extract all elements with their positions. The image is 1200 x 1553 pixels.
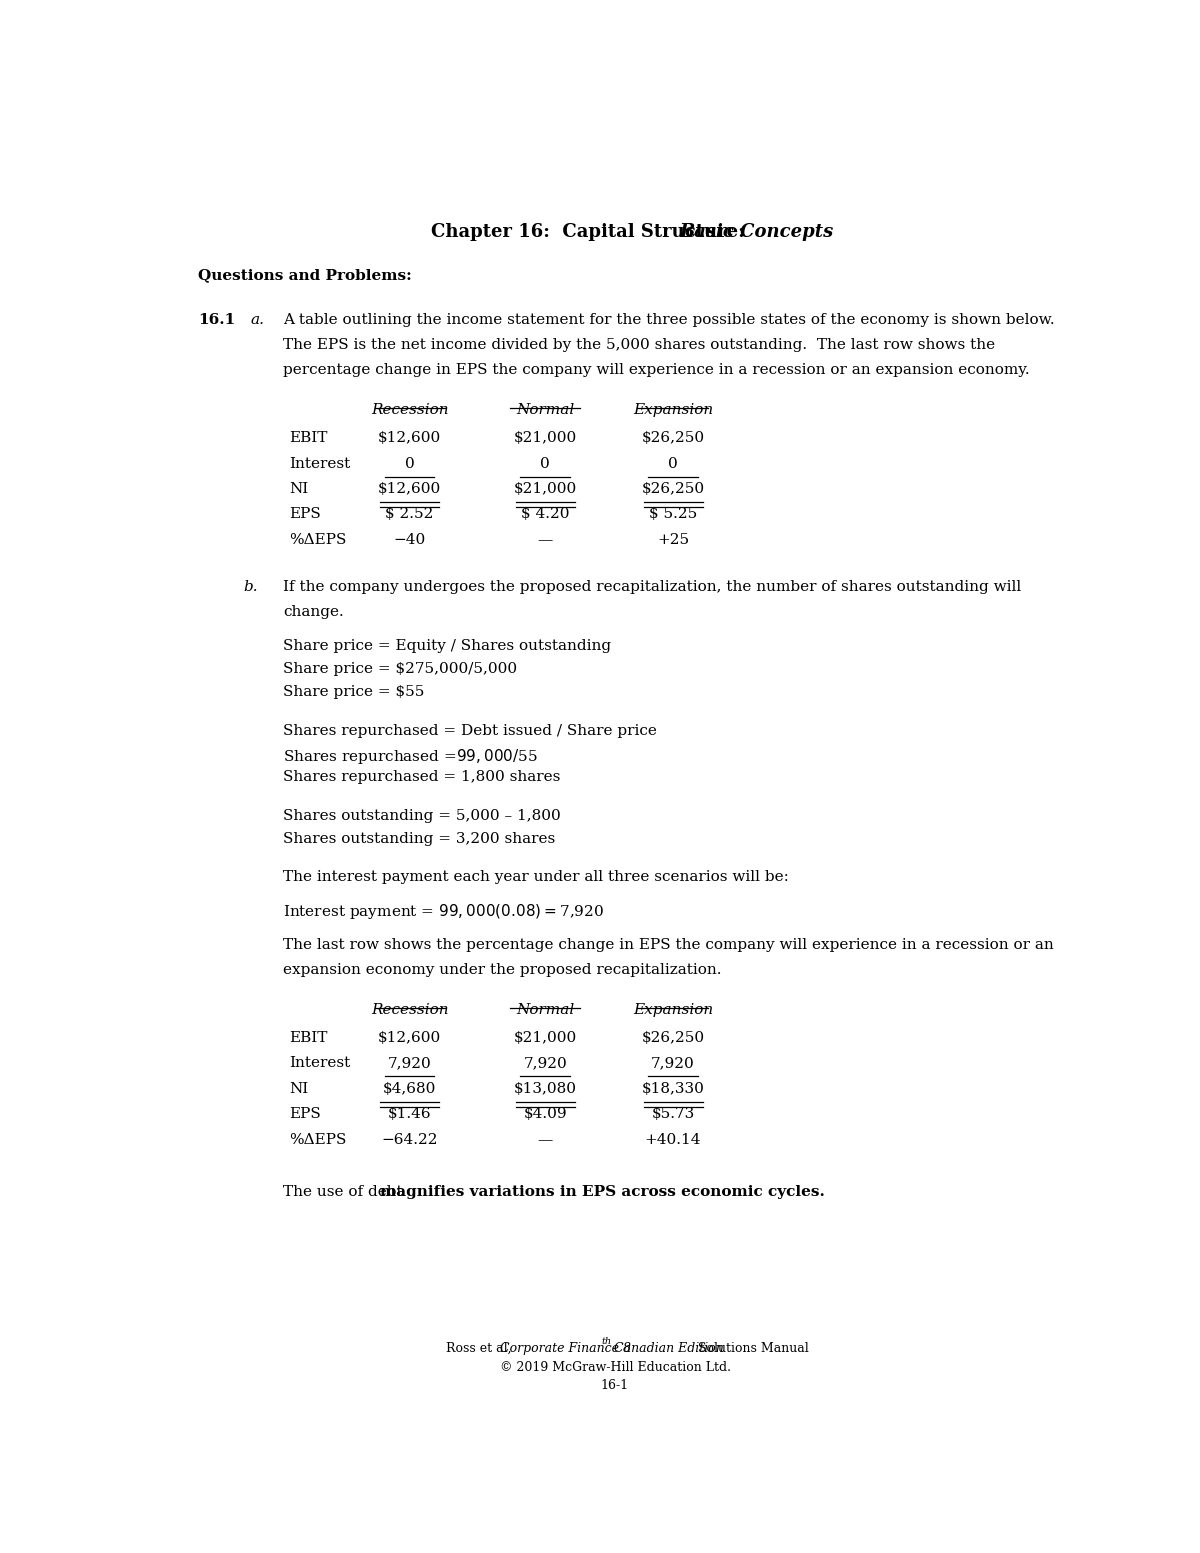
Text: $26,250: $26,250 [642,481,704,495]
Text: 7,920: 7,920 [652,1056,695,1070]
Text: $ 5.25: $ 5.25 [649,508,697,522]
Text: Interest: Interest [289,457,350,471]
Text: A table outlining the income statement for the three possible states of the econ: A table outlining the income statement f… [283,312,1055,326]
Text: EBIT: EBIT [289,1031,328,1045]
Text: 0: 0 [404,457,414,471]
Text: +40.14: +40.14 [644,1132,701,1146]
Text: $ 4.20: $ 4.20 [521,508,570,522]
Text: $5.73: $5.73 [652,1107,695,1121]
Text: 0: 0 [540,457,550,471]
Text: $ 2.52: $ 2.52 [385,508,434,522]
Text: Canadian Edition: Canadian Edition [610,1342,724,1356]
Text: NI: NI [289,1082,308,1096]
Text: Share price = Equity / Shares outstanding: Share price = Equity / Shares outstandin… [283,640,612,654]
Text: Shares repurchased = Debt issued / Share price: Shares repurchased = Debt issued / Share… [283,724,658,738]
Text: —: — [538,533,553,547]
Text: magnifies variations in EPS across economic cycles.: magnifies variations in EPS across econo… [379,1185,824,1199]
Text: Questions and Problems:: Questions and Problems: [198,269,412,283]
Text: NI: NI [289,481,308,495]
Text: The last row shows the percentage change in EPS the company will experience in a: The last row shows the percentage change… [283,938,1054,952]
Text: th: th [601,1337,612,1346]
Text: The EPS is the net income divided by the 5,000 shares outstanding.  The last row: The EPS is the net income divided by the… [283,339,996,353]
Text: Corporate Finance 8: Corporate Finance 8 [500,1342,631,1356]
Text: Interest payment = $99,000(0.08) = $7,920: Interest payment = $99,000(0.08) = $7,92… [283,902,604,921]
Text: $21,000: $21,000 [514,432,577,446]
Text: $12,600: $12,600 [378,432,442,446]
Text: EPS: EPS [289,1107,322,1121]
Text: a.: a. [251,312,265,326]
Text: expansion economy under the proposed recapitalization.: expansion economy under the proposed rec… [283,963,722,977]
Text: +25: +25 [658,533,689,547]
Text: $13,080: $13,080 [514,1082,577,1096]
Text: Recession: Recession [371,1003,449,1017]
Text: $1.46: $1.46 [388,1107,432,1121]
Text: 16.1: 16.1 [198,312,235,326]
Text: 7,920: 7,920 [388,1056,432,1070]
Text: Share price = $55: Share price = $55 [283,685,425,699]
Text: Normal: Normal [516,1003,575,1017]
Text: $12,600: $12,600 [378,481,442,495]
Text: b.: b. [242,579,258,593]
Text: %ΔEPS: %ΔEPS [289,533,347,547]
Text: Share price = $275,000/5,000: Share price = $275,000/5,000 [283,662,517,676]
Text: $18,330: $18,330 [642,1082,704,1096]
Text: —: — [538,1132,553,1146]
Text: Shares outstanding = 5,000 – 1,800: Shares outstanding = 5,000 – 1,800 [283,809,562,823]
Text: Expansion: Expansion [634,404,713,418]
Text: EPS: EPS [289,508,322,522]
Text: %ΔEPS: %ΔEPS [289,1132,347,1146]
Text: $4,680: $4,680 [383,1082,437,1096]
Text: Normal: Normal [516,404,575,418]
Text: percentage change in EPS the company will experience in a recession or an expans: percentage change in EPS the company wil… [283,363,1030,377]
Text: Interest: Interest [289,1056,350,1070]
Text: $21,000: $21,000 [514,481,577,495]
Text: Ross et al,: Ross et al, [446,1342,516,1356]
Text: Shares outstanding = 3,200 shares: Shares outstanding = 3,200 shares [283,831,556,846]
Text: $21,000: $21,000 [514,1031,577,1045]
Text: The use of debt: The use of debt [283,1185,408,1199]
Text: $12,600: $12,600 [378,1031,442,1045]
Text: −64.22: −64.22 [382,1132,438,1146]
Text: $26,250: $26,250 [642,432,704,446]
Text: © 2019 McGraw-Hill Education Ltd.: © 2019 McGraw-Hill Education Ltd. [499,1360,731,1373]
Text: −40: −40 [394,533,426,547]
Text: 0: 0 [668,457,678,471]
Text: If the company undergoes the proposed recapitalization, the number of shares out: If the company undergoes the proposed re… [283,579,1021,593]
Text: EBIT: EBIT [289,432,328,446]
Text: Shares repurchased = 1,800 shares: Shares repurchased = 1,800 shares [283,770,560,784]
Text: Expansion: Expansion [634,1003,713,1017]
Text: The interest payment each year under all three scenarios will be:: The interest payment each year under all… [283,870,790,884]
Text: 16-1: 16-1 [601,1379,629,1391]
Text: Shares repurchased =$99,000/$55: Shares repurchased =$99,000/$55 [283,747,539,766]
Text: $26,250: $26,250 [642,1031,704,1045]
Text: Chapter 16:  Capital Structure:: Chapter 16: Capital Structure: [431,224,751,241]
Text: 7,920: 7,920 [523,1056,568,1070]
Text: Solutions Manual: Solutions Manual [697,1342,809,1356]
Text: $4.09: $4.09 [523,1107,568,1121]
Text: change.: change. [283,606,344,620]
Text: Basic Concepts: Basic Concepts [679,224,834,241]
Text: Recession: Recession [371,404,449,418]
